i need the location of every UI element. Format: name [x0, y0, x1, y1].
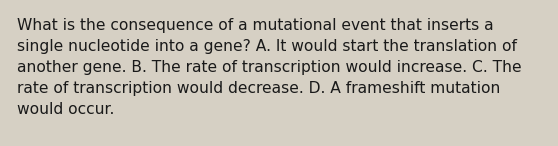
Text: What is the consequence of a mutational event that inserts a
single nucleotide i: What is the consequence of a mutational … [17, 18, 521, 118]
